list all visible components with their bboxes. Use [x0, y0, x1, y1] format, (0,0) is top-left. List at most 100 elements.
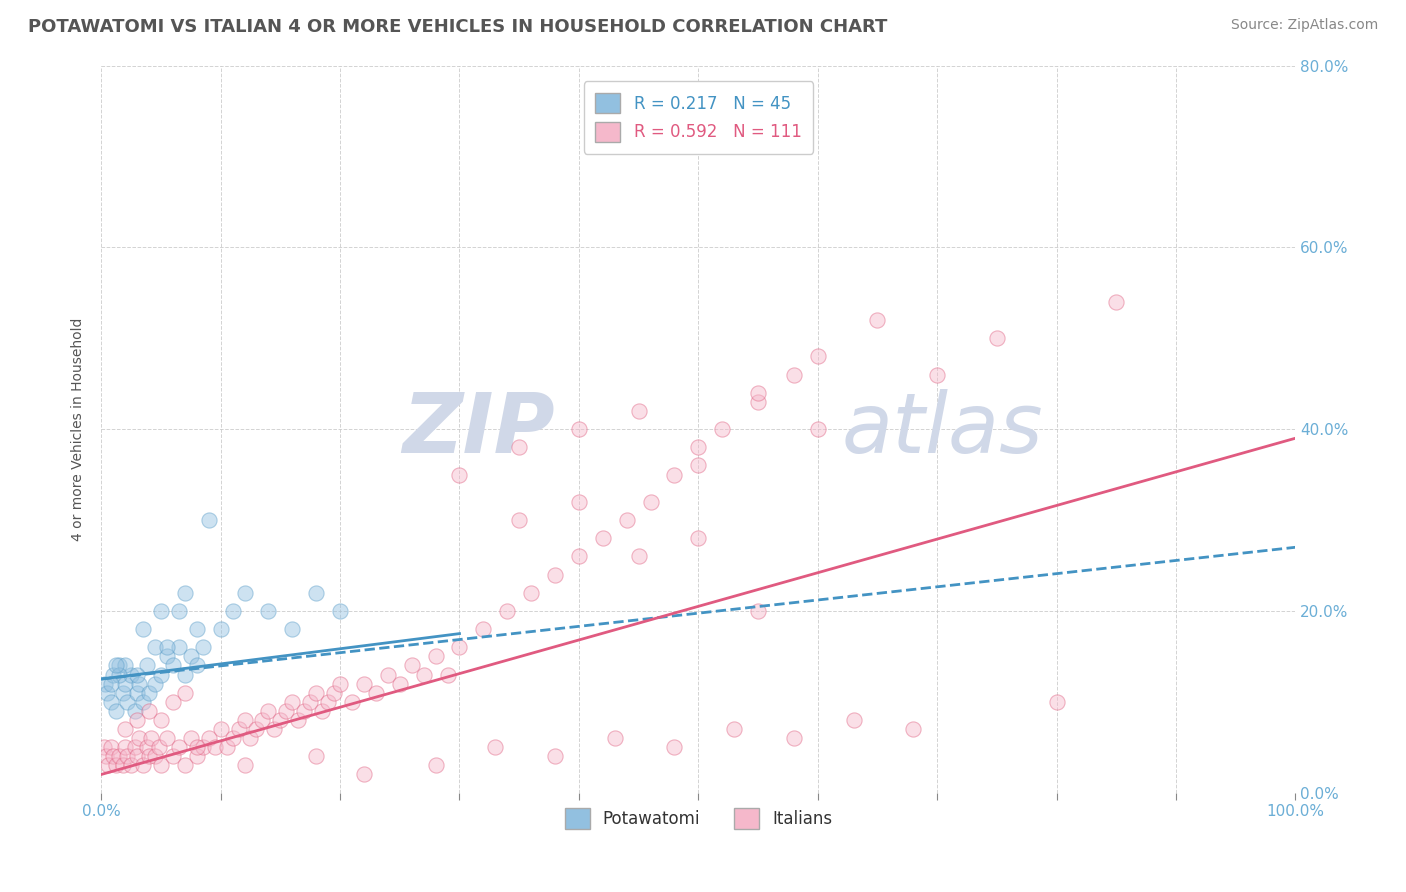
Point	[138, 749, 160, 764]
Point	[128, 731, 150, 745]
Point	[305, 749, 328, 764]
Point	[316, 695, 339, 709]
Point	[162, 749, 184, 764]
Point	[986, 331, 1008, 345]
Point	[173, 667, 195, 681]
Point	[132, 695, 155, 709]
Point	[239, 731, 262, 745]
Point	[496, 604, 519, 618]
Point	[162, 658, 184, 673]
Point	[124, 704, 146, 718]
Point	[108, 658, 131, 673]
Point	[329, 604, 352, 618]
Point	[412, 667, 434, 681]
Point	[143, 640, 166, 655]
Text: atlas: atlas	[842, 389, 1043, 469]
Point	[96, 686, 118, 700]
Point	[281, 622, 304, 636]
Point	[616, 513, 638, 527]
Point	[449, 640, 471, 655]
Point	[191, 640, 214, 655]
Text: Source: ZipAtlas.com: Source: ZipAtlas.com	[1230, 18, 1378, 32]
Point	[149, 713, 172, 727]
Point	[903, 722, 925, 736]
Point	[472, 622, 495, 636]
Point	[747, 395, 769, 409]
Point	[1046, 695, 1069, 709]
Point	[807, 350, 830, 364]
Point	[340, 695, 363, 709]
Point	[627, 549, 650, 564]
Point	[108, 667, 131, 681]
Point	[101, 749, 124, 764]
Point	[568, 495, 591, 509]
Point	[401, 658, 423, 673]
Point	[292, 704, 315, 718]
Point	[377, 667, 399, 681]
Point	[1105, 294, 1128, 309]
Point	[138, 686, 160, 700]
Point	[436, 667, 458, 681]
Point	[323, 686, 346, 700]
Point	[866, 313, 889, 327]
Point	[281, 695, 304, 709]
Point	[747, 385, 769, 400]
Point	[197, 731, 219, 745]
Point	[162, 695, 184, 709]
Point	[592, 531, 614, 545]
Point	[180, 731, 202, 745]
Point	[149, 667, 172, 681]
Point	[132, 622, 155, 636]
Point	[117, 749, 139, 764]
Point	[640, 495, 662, 509]
Point	[111, 686, 134, 700]
Point	[125, 749, 148, 764]
Point	[120, 667, 142, 681]
Point	[104, 704, 127, 718]
Point	[132, 758, 155, 772]
Point	[688, 440, 710, 454]
Point	[149, 758, 172, 772]
Point	[143, 676, 166, 690]
Point	[100, 695, 122, 709]
Point	[108, 749, 131, 764]
Point	[125, 667, 148, 681]
Point	[783, 368, 806, 382]
Point	[311, 704, 333, 718]
Point	[114, 676, 136, 690]
Point	[167, 740, 190, 755]
Point	[664, 467, 686, 482]
Point	[125, 713, 148, 727]
Point	[484, 740, 506, 755]
Point	[568, 422, 591, 436]
Point	[688, 531, 710, 545]
Point	[114, 658, 136, 673]
Point	[191, 740, 214, 755]
Point	[544, 749, 567, 764]
Point	[209, 622, 232, 636]
Point	[186, 740, 208, 755]
Point	[111, 758, 134, 772]
Point	[783, 731, 806, 745]
Point	[245, 722, 267, 736]
Point	[124, 740, 146, 755]
Point	[544, 567, 567, 582]
Legend: Potawatomi, Italians: Potawatomi, Italians	[558, 802, 839, 835]
Point	[842, 713, 865, 727]
Point	[101, 667, 124, 681]
Point	[233, 713, 256, 727]
Point	[425, 758, 447, 772]
Point	[117, 695, 139, 709]
Point	[508, 513, 530, 527]
Point	[156, 649, 179, 664]
Point	[156, 640, 179, 655]
Point	[353, 767, 375, 781]
Point	[568, 549, 591, 564]
Point	[97, 758, 120, 772]
Point	[173, 758, 195, 772]
Point	[603, 731, 626, 745]
Point	[627, 404, 650, 418]
Point	[221, 731, 243, 745]
Point	[104, 758, 127, 772]
Point	[257, 704, 280, 718]
